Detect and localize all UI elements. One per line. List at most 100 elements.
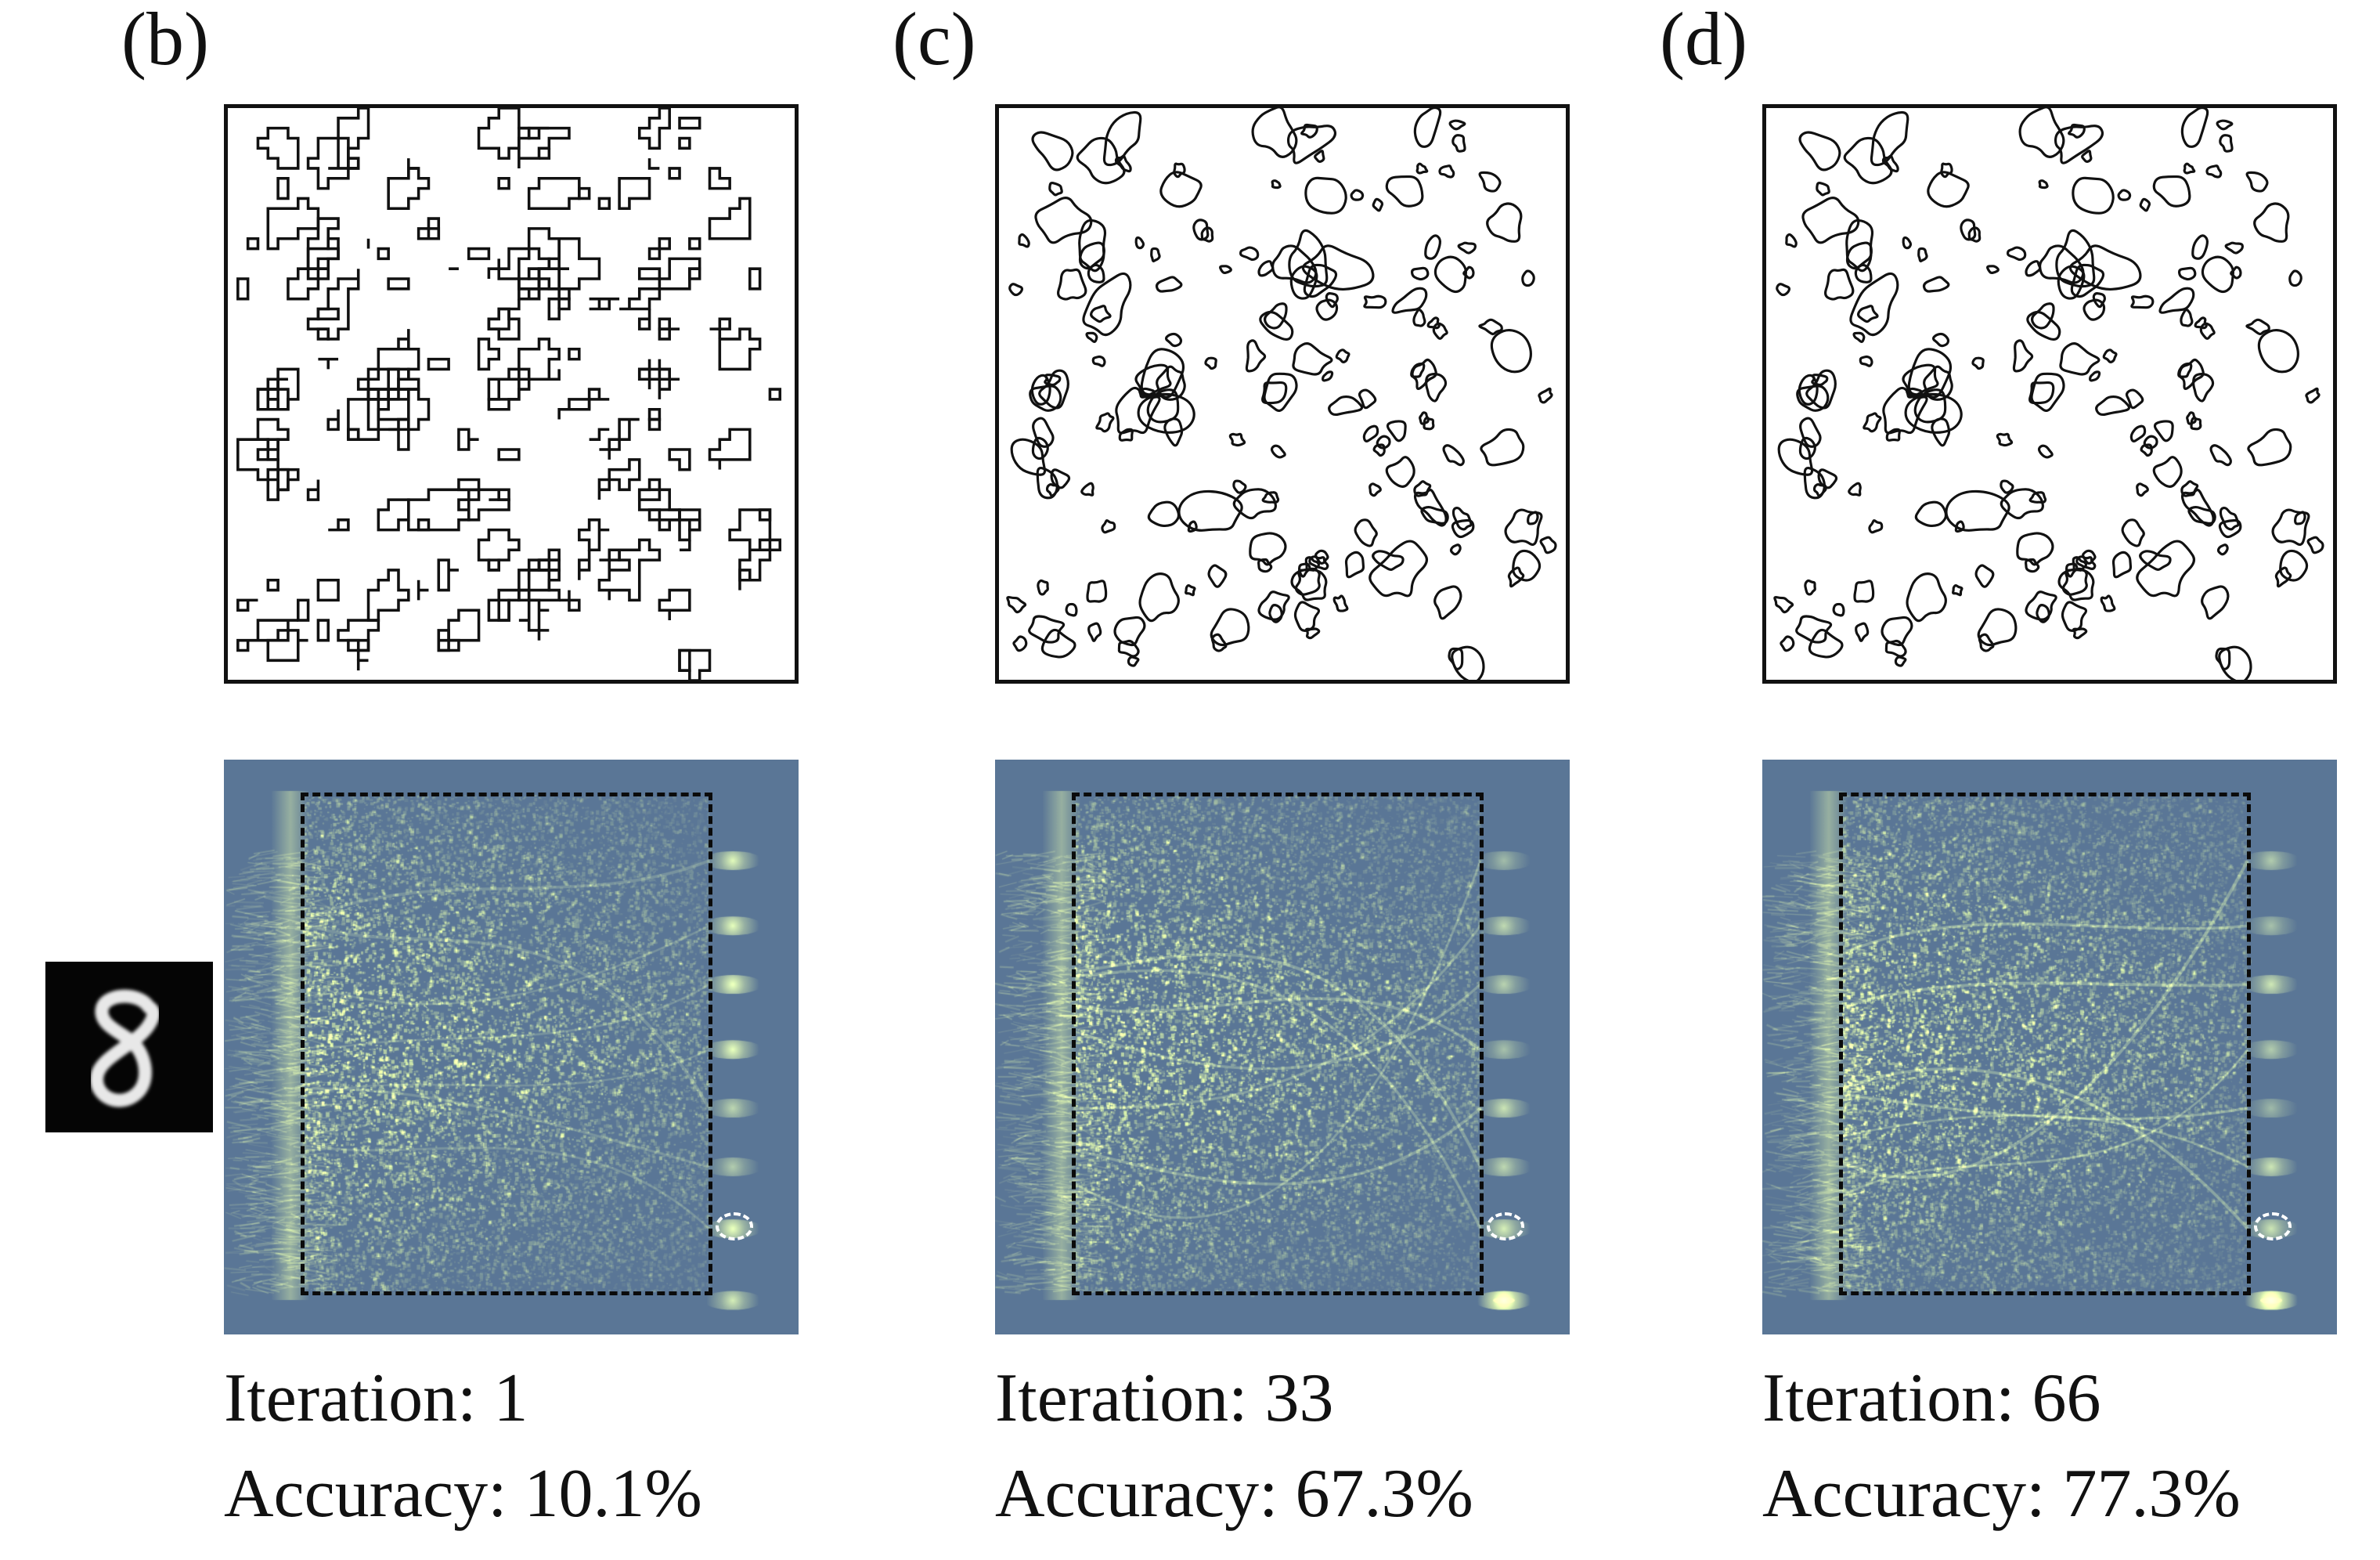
- structure-outline: [316, 619, 330, 642]
- structure-outline: [1914, 500, 1948, 528]
- structure-outline: [1902, 363, 1939, 397]
- structure-outline: [1931, 417, 1951, 447]
- structure-outline: [377, 247, 390, 261]
- structure-outline: [537, 629, 550, 641]
- structure-outline: [316, 267, 330, 280]
- structure-outline: [246, 237, 260, 251]
- structure-outline: [457, 478, 481, 492]
- digit-eight-glyph: [90, 989, 160, 1107]
- structure-outline: [256, 417, 290, 451]
- structure-outline: [2055, 229, 2096, 288]
- structure-outline: [1018, 233, 1030, 248]
- structure-outline: [1257, 260, 1275, 277]
- structure-outline: [1478, 318, 1503, 336]
- structure-outline: [1127, 655, 1140, 667]
- structure-outline: [2130, 294, 2155, 309]
- structure-outline: [1117, 639, 1140, 658]
- structure-outline: [2152, 175, 2191, 208]
- structure-outline: [647, 508, 681, 522]
- structure-outline: [1504, 508, 1543, 546]
- structure-outline: [2219, 507, 2240, 531]
- structure-outline: [1031, 436, 1049, 460]
- structure-outline: [1449, 543, 1462, 556]
- structure-outline: [1448, 647, 1464, 670]
- structure-outline: [658, 588, 691, 621]
- structure-outline: [2070, 263, 2105, 298]
- structure-outline: [1907, 348, 1953, 399]
- structure-outline: [1286, 125, 1337, 164]
- structure-outline: [1207, 564, 1228, 588]
- structure-outline: [1849, 272, 1899, 337]
- design-pattern-figure: [1762, 104, 2337, 684]
- structure-outline: [2143, 435, 2158, 450]
- structure-outline: [668, 167, 681, 180]
- structure-outline: [457, 488, 510, 522]
- structure-outline: [2111, 551, 2133, 579]
- structure-outline: [1159, 171, 1203, 208]
- structure-outline: [1780, 635, 1795, 652]
- structure-outline: [2121, 518, 2145, 547]
- design-pattern-figure: [995, 104, 1570, 684]
- structure-outline: [1305, 627, 1321, 640]
- structure-outline: [266, 578, 279, 592]
- structure-outline: [266, 468, 290, 501]
- structure-outline: [2026, 310, 2061, 341]
- structure-outline: [377, 498, 410, 532]
- structure-outline: [2095, 395, 2131, 417]
- structure-outline: [708, 167, 731, 190]
- structure-outline: [1301, 244, 1375, 291]
- structure-outline: [306, 237, 340, 270]
- structure-outline: [1134, 363, 1172, 397]
- structure-outline: [1294, 567, 1321, 596]
- structure-outline: [2224, 241, 2244, 255]
- structure-outline: [680, 540, 691, 552]
- structure-outline: [1048, 182, 1063, 197]
- structure-outline: [1859, 355, 1873, 367]
- structure-outline: [1350, 189, 1365, 201]
- structure-outline: [557, 398, 591, 420]
- structure-outline: [758, 508, 772, 522]
- structure-outline: [1777, 438, 1814, 476]
- panel-label: (b): [121, 0, 209, 81]
- structure-outline: [1177, 489, 1243, 532]
- structure-outline: [738, 569, 752, 590]
- structure-outline: [1303, 263, 1338, 298]
- structure-outline: [1228, 432, 1246, 447]
- structure-outline: [1438, 164, 1455, 179]
- structure-outline: [1078, 218, 1107, 273]
- structure-outline: [256, 126, 300, 170]
- structure-outline: [647, 417, 662, 432]
- structure-outline: [678, 508, 701, 532]
- structure-outline: [668, 448, 691, 471]
- structure-outline: [1971, 356, 1985, 370]
- structure-outline: [2194, 316, 2208, 330]
- structure-outline: [517, 126, 571, 168]
- structure-outline: [2129, 424, 2147, 442]
- structure-outline: [1078, 241, 1105, 270]
- structure-outline: [637, 108, 671, 150]
- structure-outline: [2288, 269, 2302, 287]
- structure-outline: [266, 197, 320, 251]
- structure-outline: [1012, 635, 1028, 652]
- structure-outline: [708, 428, 752, 470]
- structure-outline: [236, 638, 258, 652]
- structure-outline: [1314, 549, 1329, 565]
- structure-outline: [1432, 322, 1448, 340]
- structure-outline: [608, 438, 621, 451]
- structure-outline: [1263, 372, 1298, 413]
- structure-outline: [1328, 395, 1364, 417]
- structure-outline: [2117, 189, 2132, 201]
- structure-outline: [366, 348, 420, 401]
- structure-outline: [276, 176, 290, 200]
- structure-outline: [658, 257, 701, 291]
- structure-outline: [2037, 444, 2054, 459]
- structure-outline: [1415, 162, 1429, 175]
- structure-outline: [597, 478, 611, 500]
- structure-outline: [1974, 564, 1995, 588]
- structure-outline: [387, 167, 431, 211]
- structure-outline: [487, 298, 521, 330]
- structure-outline: [366, 388, 431, 432]
- structure-outline: [1845, 241, 1873, 270]
- structure-outline: [768, 538, 782, 552]
- structure-outline: [527, 558, 541, 580]
